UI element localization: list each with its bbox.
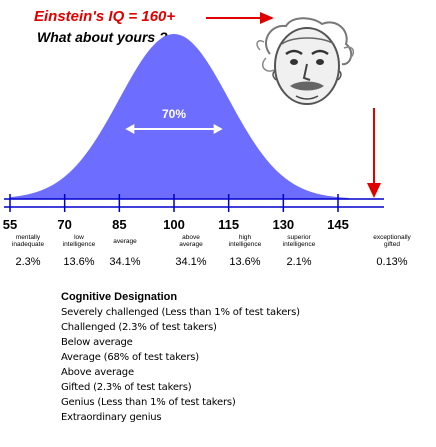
category-percent-5: 2.1% — [286, 256, 311, 268]
legend-item-genius: Genius (Less than 1% of test takers) — [61, 397, 236, 408]
center-range-label: 70% — [162, 107, 186, 121]
legend-item-extraordinary-genius: Extraordinary genius — [61, 412, 162, 423]
category-label-1-line-0: low — [74, 234, 84, 241]
legend-item-severely-challenged: Severely challenged (Less than 1% of tes… — [61, 307, 300, 318]
category-label-2: average — [113, 238, 137, 245]
einstein-caricature — [256, 17, 355, 105]
category-percent-6: 0.13% — [376, 256, 407, 268]
category-label-0-line-0: mentally — [16, 234, 41, 241]
headline-arrow-head — [260, 12, 274, 24]
iq-160-marker-head — [367, 183, 381, 198]
category-percent-0: 2.3% — [15, 256, 40, 268]
category-percent-2: 34.1% — [109, 256, 140, 268]
category-label-6-line-1: gifted — [384, 241, 400, 248]
category-label-3-line-0: above — [182, 234, 200, 241]
category-label-5-line-0: superior — [287, 234, 311, 241]
tick-label-70: 70 — [57, 217, 71, 232]
legend-item-challenged: Challenged (2.3% of test takers) — [61, 322, 217, 333]
category-label-5-line-1: intelligence — [283, 241, 316, 248]
category-percent-1: 13.6% — [63, 256, 94, 268]
category-label-3-line-1: average — [179, 241, 203, 248]
category-label-4-line-0: high — [239, 234, 252, 241]
legend-item-above-average: Above average — [61, 367, 134, 378]
legend-title: Cognitive Designation — [61, 291, 178, 303]
center-range-arrow-left-head — [125, 124, 135, 134]
tick-label-145: 145 — [327, 217, 349, 232]
legend-item-gifted: Gifted (2.3% of test takers) — [61, 382, 192, 393]
tick-label-85: 85 — [112, 217, 126, 232]
question-subheading: What about yours ? — [37, 29, 168, 45]
center-range-arrow-right-head — [213, 124, 223, 134]
bell-curve-area — [10, 34, 349, 199]
tick-label-115: 115 — [218, 217, 239, 232]
category-label-1-line-1: intelligence — [63, 241, 96, 248]
category-label-4-line-1: intelligence — [229, 241, 262, 248]
legend-item-average: Average (68% of test takers) — [61, 352, 200, 363]
category-percent-4: 13.6% — [229, 256, 260, 268]
category-label-6-line-0: exceptionally — [373, 234, 411, 241]
tick-label-100: 100 — [163, 217, 185, 232]
tick-label-130: 130 — [272, 217, 294, 232]
iq-bell-curve-chart: 70% 55 70 85 100 115 130 145 mentallyinadequat… — [3, 12, 412, 268]
einstein-iq-headline: Einstein's IQ = 160+ — [34, 8, 176, 25]
category-percent-3: 34.1% — [175, 256, 206, 268]
tick-label-55: 55 — [3, 217, 17, 232]
category-label-0-line-1: inadequate — [12, 241, 45, 248]
legend-item-below-average: Below average — [61, 337, 133, 348]
